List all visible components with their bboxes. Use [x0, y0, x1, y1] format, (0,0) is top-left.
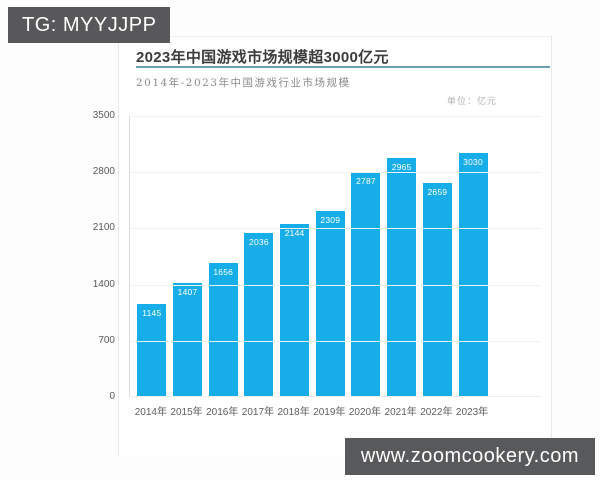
bar-value-label: 3030 — [463, 156, 483, 167]
unit-label: 单位：亿元 — [446, 97, 497, 107]
gridline — [130, 340, 541, 342]
bar: 2659 — [422, 182, 452, 396]
bar-cell: 2309 — [312, 116, 348, 396]
y-tick-label: 700 — [98, 334, 115, 346]
bar-cell: 3030 — [455, 116, 491, 396]
plot-area: 1145 1407 1656 2036 2144 2309 2787 2965 2659 3030 — [129, 116, 541, 397]
bar: 2309 — [315, 210, 345, 396]
bar-value-label: 2309 — [320, 214, 341, 225]
watermark-badge: www.zoomcookery.com — [344, 438, 595, 475]
x-tick-label: 2017年 — [241, 407, 275, 418]
telegram-badge: TG: MYYJJPP — [8, 7, 171, 43]
bar-value-label: 2659 — [427, 186, 448, 197]
bar-value-label: 1145 — [142, 308, 162, 319]
bar-value-label: 2144 — [284, 227, 305, 238]
bar-cell: 2659 — [420, 116, 456, 396]
bar: 1656 — [208, 263, 238, 396]
bar-value-label: 1656 — [213, 267, 234, 278]
gridline — [130, 172, 541, 174]
bar-cell: 2965 — [384, 116, 420, 396]
bar-cell: 2787 — [348, 116, 384, 396]
bar-value-label: 1407 — [177, 287, 198, 298]
y-axis: 0 700 1400 2100 2800 3500 — [86, 110, 123, 402]
bar-cell: 1656 — [205, 116, 241, 396]
y-tick-label: 2100 — [92, 222, 115, 234]
x-tick-label: 2022年 — [420, 407, 453, 418]
chart-title: 2023年中国游戏市场规模超3000亿元 — [136, 49, 389, 66]
bar-cell: 2144 — [277, 116, 313, 396]
gridline — [130, 284, 541, 286]
gridline — [130, 228, 541, 230]
bar: 2965 — [387, 157, 417, 396]
bar: 2036 — [244, 232, 274, 396]
y-tick-label: 0 — [109, 391, 115, 402]
x-tick-label: 2015年 — [170, 407, 203, 418]
x-tick-label: 2019年 — [313, 407, 346, 418]
bar: 1407 — [173, 283, 203, 396]
y-tick-label: 2800 — [92, 166, 115, 178]
x-tick-label: 2014年 — [134, 407, 167, 418]
bar: 2787 — [351, 172, 381, 396]
bar-value-label: 2036 — [249, 236, 269, 247]
x-axis: 2014年 2015年 2016年 2017年 2018年 2019年 2020年 2021年… — [133, 403, 490, 418]
y-tick-label: 1400 — [92, 278, 115, 290]
x-tick-label: 2021年 — [384, 407, 417, 418]
chart-card: 2023年中国游戏市场规模超3000亿元 2014年-2023年中国游戏行业市场… — [93, 36, 552, 456]
x-tick-label: 2018年 — [277, 407, 310, 418]
bars-row: 1145 1407 1656 2036 2144 2309 2787 2965 2659 3030 — [134, 116, 491, 396]
bar-cell: 1407 — [170, 116, 206, 396]
y-tick-label: 3500 — [92, 110, 115, 121]
bar: 1145 — [137, 304, 167, 396]
x-tick-label: 2023年 — [455, 407, 489, 418]
bar-value-label: 2787 — [356, 176, 376, 187]
bar-cell: 1145 — [134, 116, 170, 396]
bar: 3030 — [458, 152, 488, 396]
title-underline — [136, 66, 550, 68]
x-tick-label: 2016年 — [206, 407, 239, 418]
bar-value-label: 2965 — [391, 161, 412, 172]
bar-cell: 2036 — [241, 116, 277, 396]
bar: 2144 — [280, 223, 310, 396]
chart-subtitle: 2014年-2023年中国游戏行业市场规模 — [136, 77, 351, 89]
gridline — [130, 116, 541, 117]
x-tick-label: 2020年 — [348, 407, 382, 418]
